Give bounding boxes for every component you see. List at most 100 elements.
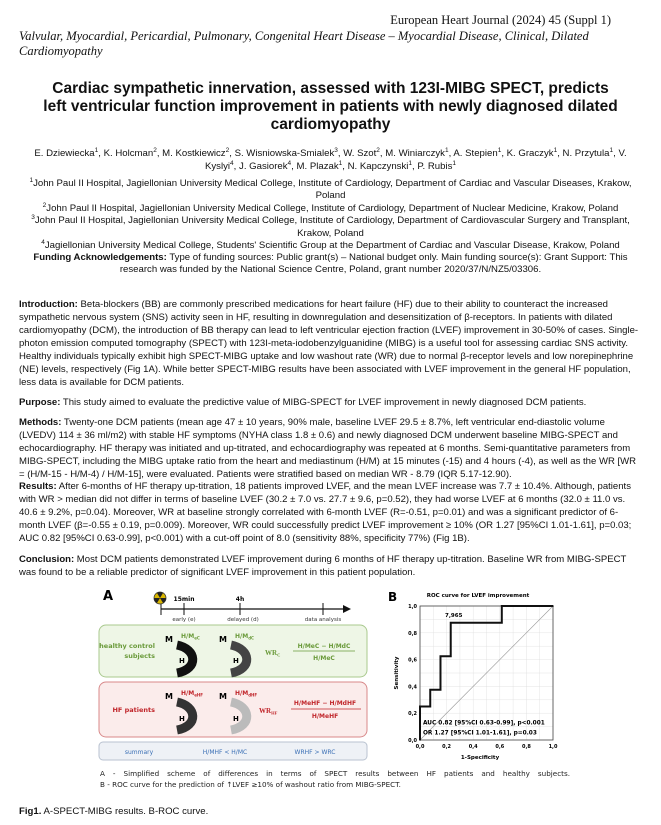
heart-early-image <box>175 640 198 678</box>
mediastinum-label: M <box>165 692 173 701</box>
healthy-label: healthy control <box>99 642 155 650</box>
author-affiliation-number: 4 <box>230 159 234 167</box>
y-axis-label: Sensitivity <box>394 656 400 689</box>
author-list: E. Dziewiecka1, K. Holcman2, M. Kostkiew… <box>34 146 627 172</box>
summary-wr-relation: WRHF > WRC <box>295 749 336 756</box>
panel-b-label: B <box>388 590 397 604</box>
summary-box: summary H/MHF < H/MC WRHF > WRC <box>98 741 368 761</box>
mediastinum-label: M <box>165 635 173 644</box>
author-affiliation-number: 4 <box>287 159 292 167</box>
author: M. Winiarczyk <box>385 148 445 159</box>
wr-formula-numerator: H/MeC − H/MdC <box>298 643 351 650</box>
funding-text: Type of funding sources: Public grant(s)… <box>119 252 628 276</box>
figure-subcaptions: A - Simplified scheme of differences in … <box>100 768 570 790</box>
x-axis-label: 1-Specificity <box>461 755 500 761</box>
heart-early-image <box>175 697 198 735</box>
author-affiliation-number: 1 <box>338 159 343 167</box>
timeline-15min: 15min <box>174 596 195 603</box>
panel-a-label: A <box>103 589 113 604</box>
author-affiliation-number: 1 <box>497 146 502 154</box>
y-tick-label: 0,6 <box>408 658 417 664</box>
roc-point <box>500 621 503 624</box>
author-affiliation-number: 2 <box>376 146 380 154</box>
roc-point <box>552 605 554 607</box>
timeline-data-analysis: data analysis <box>305 617 342 623</box>
author-affiliation-number: 3 <box>334 146 338 154</box>
roc-point <box>419 705 421 708</box>
figure-caption: Fig1. A-SPECT-MIBG results. B-ROC curve. <box>19 806 208 817</box>
section-text: Twenty-one DCM patients (mean age 47 ± 1… <box>19 417 637 480</box>
author-affiliation-number: 1 <box>553 146 558 154</box>
affiliation-list: 1John Paul II Hospital, Jagiellonian Uni… <box>18 176 643 252</box>
affiliation-number: 3 <box>31 214 35 222</box>
y-tick-label: 0,4 <box>408 684 417 690</box>
healthy-control-box: healthy control subjects M H/MeC H M H/M… <box>98 624 368 678</box>
author-affiliation-number: 2 <box>153 146 157 154</box>
author: V. Kyslyi <box>204 148 627 172</box>
author: M. Plazak <box>296 161 339 172</box>
author: P. Rubis <box>417 161 453 172</box>
hm-early-hf: H/MeHF <box>181 690 203 698</box>
timeline-delayed: delayed (d) <box>227 617 258 623</box>
x-tick-label: 0,8 <box>522 744 531 750</box>
y-tick-label: 1,0 <box>408 604 417 610</box>
section-conclusion: Conclusion: Most DCM patients demonstrat… <box>19 553 641 579</box>
y-tick-label: 0,8 <box>408 631 417 637</box>
summary-hm-relation: H/MHF < H/MC <box>203 749 247 756</box>
x-tick-label: 0,2 <box>442 744 451 750</box>
section-label: Methods: <box>19 417 62 428</box>
wr-healthy: WRC <box>265 649 280 658</box>
section-label: Purpose: <box>19 397 61 408</box>
hf-patients-box: HF patients M H/MeHF H M H/MdHF H WRHF H… <box>98 681 368 738</box>
section-purpose: Purpose: This study aimed to evaluate th… <box>19 396 641 409</box>
author: K. Holcman <box>103 148 154 159</box>
author: A. Stepien <box>453 148 498 159</box>
x-tick-label: 0,4 <box>469 744 478 750</box>
author-affiliation-number: 1 <box>609 146 614 154</box>
roc-point <box>500 605 503 607</box>
section-methods: Methods: Twenty-one DCM patients (mean a… <box>19 416 641 481</box>
section-label: Results: <box>19 481 57 492</box>
author: S. Wisniowska-Smialek <box>234 148 335 159</box>
y-tick-label: 0,2 <box>408 711 417 717</box>
healthy-label-2: subjects <box>124 652 155 660</box>
cutoff-point-label: 7,965 <box>445 613 463 619</box>
reference-diagonal-line <box>419 605 554 741</box>
roc-point <box>429 688 432 691</box>
author-affiliation-number: 1 <box>444 146 449 154</box>
caption-a: A - Simplified scheme of differences in … <box>100 769 570 778</box>
figure-caption-label: Fig1. <box>19 806 42 817</box>
timeline: 15min 4h early (e) delayed (d) data anal… <box>160 596 351 623</box>
wr-hf: WRHF <box>259 707 278 716</box>
author-affiliation-number: 1 <box>94 146 99 154</box>
section-text: After 6-months of HF therapy up-titratio… <box>19 481 632 544</box>
author: N. Kapczynski <box>347 161 409 172</box>
affiliation-number: 1 <box>29 176 34 184</box>
section-text: Most DCM patients demonstrated LVEF impr… <box>19 554 627 578</box>
section-text: This study aimed to evaluate the predict… <box>60 397 587 408</box>
roc-point <box>429 705 432 708</box>
funding-label: Funding Acknowledgements: <box>33 252 167 263</box>
affiliation: 4Jagiellonian University Medical College… <box>18 239 643 252</box>
heart-label: H <box>179 715 185 723</box>
article-title: Cardiac sympathetic innervation, assesse… <box>43 80 618 133</box>
summary-label: summary <box>125 749 154 756</box>
section-text: Beta-blockers (BB) are commonly prescrib… <box>19 299 639 388</box>
chart-annotation: AUC 0.82 [95%CI 0.63-0.99], p<0.001 <box>423 721 545 727</box>
chart-title: ROC curve for LVEF improvement <box>427 593 530 599</box>
roc-point <box>419 739 421 741</box>
roc-point <box>439 655 442 658</box>
timeline-early: early (e) <box>172 617 195 623</box>
x-tick-label: 0,0 <box>416 744 425 750</box>
x-tick-label: 0,6 <box>495 744 504 750</box>
heart-delayed-image <box>229 697 252 735</box>
affiliation: 3John Paul II Hospital, Jagiellonian Uni… <box>18 214 643 240</box>
heart-label: H <box>179 657 185 665</box>
affiliation: 1John Paul II Hospital, Jagiellonian Uni… <box>18 176 643 203</box>
hm-delayed-hf: H/MdHF <box>235 690 257 698</box>
figure-panel-b-roc-chart: B ROC curve for LVEF improvement 1-Speci… <box>388 590 558 761</box>
roc-point <box>439 688 442 691</box>
affiliation: 2John Paul II Hospital, Jagiellonian Uni… <box>18 202 643 215</box>
mediastinum-label: M <box>219 692 227 701</box>
